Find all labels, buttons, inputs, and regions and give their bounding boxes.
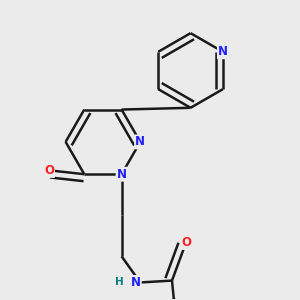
- Text: N: N: [131, 276, 141, 289]
- Text: N: N: [117, 168, 127, 181]
- Text: N: N: [218, 45, 228, 58]
- Text: O: O: [44, 164, 54, 177]
- Text: O: O: [182, 236, 191, 249]
- Text: H: H: [116, 278, 124, 287]
- Text: N: N: [135, 135, 145, 148]
